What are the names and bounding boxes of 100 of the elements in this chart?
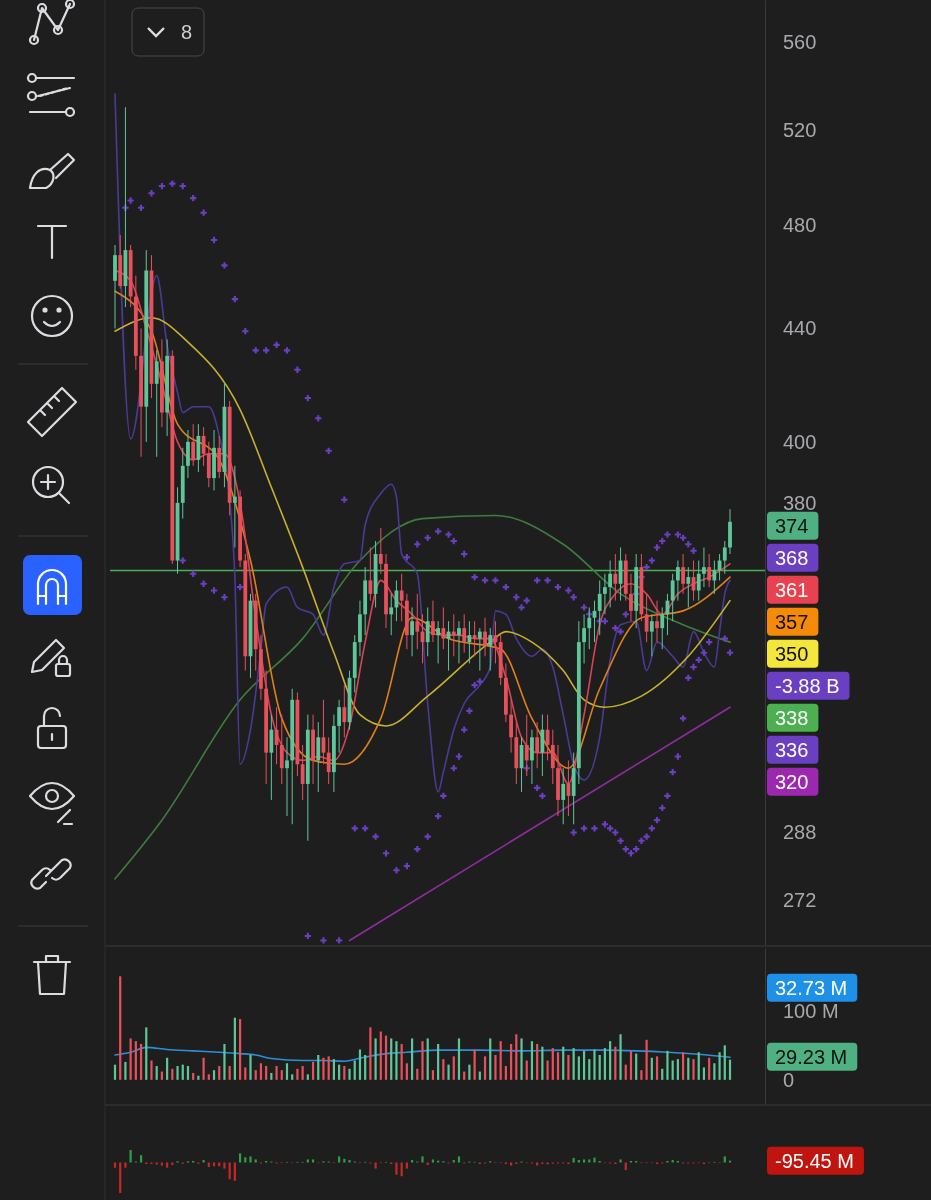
bar bbox=[129, 1149, 132, 1163]
bar bbox=[702, 1067, 706, 1080]
bar bbox=[530, 1041, 534, 1080]
candlestick bbox=[608, 560, 613, 608]
bar bbox=[515, 1034, 518, 1080]
bar bbox=[390, 1038, 393, 1080]
point bbox=[695, 656, 702, 663]
bar bbox=[306, 1074, 309, 1080]
bar bbox=[395, 1162, 398, 1175]
bar bbox=[619, 1034, 622, 1080]
bar bbox=[687, 1057, 690, 1080]
point bbox=[127, 197, 134, 204]
y-tick-label: 400 bbox=[783, 430, 817, 453]
point bbox=[601, 618, 609, 625]
bar bbox=[457, 1038, 461, 1080]
y-tick-label: 288 bbox=[783, 821, 817, 844]
bar bbox=[338, 1064, 341, 1080]
bar bbox=[442, 1059, 445, 1080]
point bbox=[450, 765, 457, 772]
point bbox=[674, 753, 682, 760]
point bbox=[304, 932, 311, 940]
bar bbox=[588, 1159, 591, 1163]
bar bbox=[306, 1159, 309, 1163]
point bbox=[169, 180, 176, 187]
bar bbox=[452, 1160, 455, 1163]
point bbox=[455, 753, 463, 760]
candlestick bbox=[582, 613, 586, 664]
bar bbox=[635, 1053, 638, 1080]
candlestick bbox=[613, 553, 618, 602]
candlestick bbox=[232, 465, 237, 548]
bar bbox=[452, 1056, 455, 1080]
bar bbox=[244, 1157, 247, 1163]
line-series bbox=[114, 514, 731, 880]
bar bbox=[358, 1049, 362, 1080]
bar bbox=[468, 1064, 471, 1080]
bar bbox=[640, 1070, 643, 1080]
bar bbox=[723, 1045, 726, 1080]
y-tick-label: 100 M bbox=[783, 999, 839, 1022]
point bbox=[690, 547, 697, 554]
point bbox=[351, 825, 358, 832]
point bbox=[539, 792, 546, 800]
point bbox=[664, 792, 671, 800]
bar bbox=[254, 1070, 257, 1080]
text: 350 bbox=[775, 642, 809, 665]
bar bbox=[400, 1043, 403, 1080]
bar bbox=[238, 1153, 242, 1163]
point bbox=[669, 768, 676, 776]
point bbox=[341, 496, 348, 503]
bar bbox=[582, 1050, 586, 1080]
point bbox=[622, 611, 629, 618]
point bbox=[726, 649, 734, 656]
candlestick bbox=[488, 627, 493, 672]
text: 338 bbox=[775, 706, 809, 729]
bar bbox=[145, 1027, 148, 1080]
candlestick bbox=[712, 560, 717, 595]
point bbox=[252, 347, 259, 354]
bar bbox=[603, 1048, 607, 1080]
point bbox=[513, 594, 520, 601]
bar bbox=[504, 1066, 507, 1080]
candlestick bbox=[457, 620, 461, 664]
candlestick bbox=[681, 553, 685, 595]
point bbox=[534, 577, 541, 584]
bar bbox=[681, 1052, 685, 1080]
bar bbox=[192, 1072, 195, 1080]
bar bbox=[421, 1041, 424, 1080]
candlestick bbox=[368, 546, 373, 602]
text: 336 bbox=[775, 738, 809, 761]
point bbox=[445, 531, 452, 538]
bar bbox=[541, 1046, 544, 1080]
point bbox=[221, 262, 228, 269]
bar bbox=[551, 1048, 554, 1080]
point bbox=[706, 638, 713, 646]
point bbox=[580, 604, 588, 611]
bar bbox=[572, 1157, 575, 1163]
point bbox=[158, 182, 166, 190]
bar bbox=[291, 1074, 294, 1080]
bar bbox=[410, 1038, 414, 1080]
bar bbox=[697, 1052, 700, 1080]
point bbox=[685, 674, 692, 681]
y-tick-label: 520 bbox=[783, 118, 817, 141]
bar bbox=[718, 1052, 721, 1080]
point bbox=[606, 825, 614, 832]
bar bbox=[265, 1066, 268, 1080]
bar bbox=[275, 1066, 278, 1080]
point bbox=[643, 563, 650, 571]
bar bbox=[624, 1064, 627, 1080]
point bbox=[393, 867, 400, 874]
bar bbox=[249, 1156, 252, 1163]
point bbox=[471, 573, 478, 581]
candlestick bbox=[603, 573, 607, 615]
candlestick bbox=[535, 721, 540, 769]
bar bbox=[374, 1038, 377, 1080]
point bbox=[315, 415, 322, 422]
point bbox=[648, 557, 655, 564]
point bbox=[320, 937, 327, 944]
bar bbox=[233, 1162, 236, 1181]
y-tick-label: 480 bbox=[783, 213, 817, 236]
bar bbox=[650, 1057, 653, 1080]
bar bbox=[134, 1041, 137, 1080]
bar bbox=[431, 1070, 435, 1080]
